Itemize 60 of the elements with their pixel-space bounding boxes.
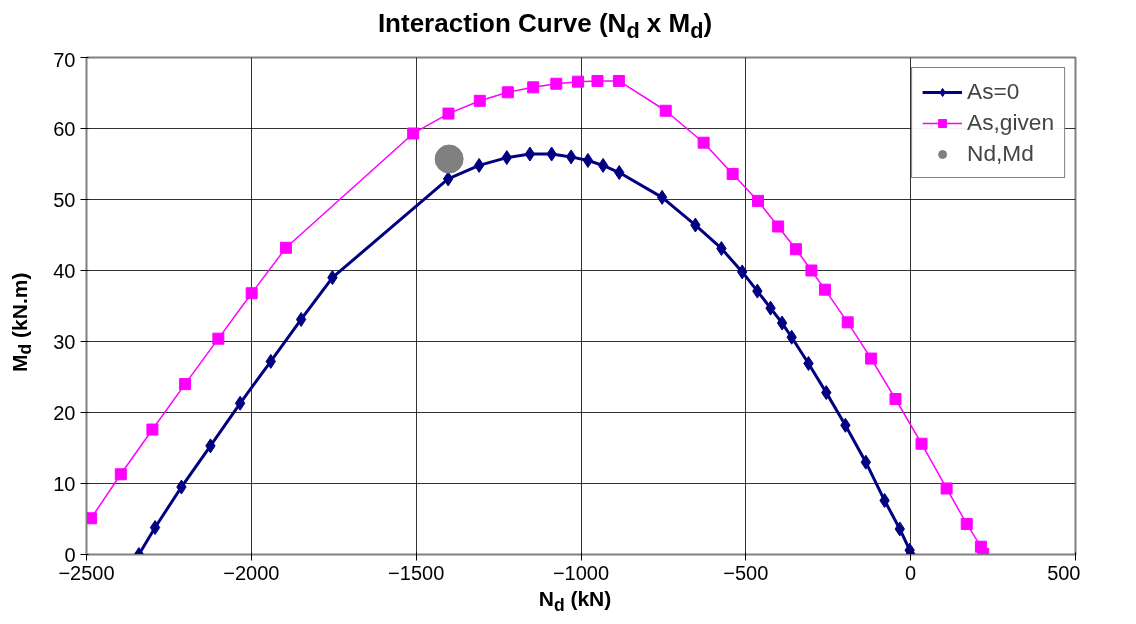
point: [818, 283, 831, 296]
y-tick-label: 40: [53, 259, 76, 282]
x-tick-label: −2000: [223, 561, 280, 584]
point: [442, 171, 454, 187]
point: [752, 195, 765, 208]
point: [565, 149, 577, 165]
point: [597, 158, 609, 174]
legend-label: As,given: [967, 109, 1054, 137]
y-tick-label: 60: [53, 117, 76, 140]
y-tick-label: 70: [53, 48, 76, 71]
x-tick-label: 0: [905, 561, 917, 584]
x-tick-label: −500: [723, 561, 769, 584]
point: [915, 437, 928, 450]
point: [582, 153, 594, 169]
y-tick-label: 10: [53, 472, 76, 495]
point: [524, 146, 536, 162]
y-tick-label: 30: [53, 330, 76, 353]
legend-label: Nd,Md: [967, 140, 1034, 168]
y-tick-label: 50: [53, 188, 76, 211]
point: [407, 127, 420, 140]
point: [776, 315, 788, 331]
point: [527, 81, 540, 94]
x-tick-label: 500: [1047, 561, 1081, 584]
point: [960, 518, 973, 531]
point: [279, 241, 292, 254]
point: [612, 75, 625, 88]
chart-title: Interaction Curve (N$_{d}$ x M$_{d}$): [377, 7, 713, 46]
point: [442, 107, 455, 120]
point: [889, 393, 902, 406]
point: [805, 264, 818, 277]
point: [245, 287, 258, 300]
x-axis-title: N$_{d}$ (kN): [538, 586, 612, 618]
point: [940, 482, 953, 495]
point: [697, 136, 710, 149]
point: [114, 468, 127, 481]
point: [726, 168, 739, 181]
point: [841, 316, 854, 329]
point: [501, 86, 514, 99]
point: [473, 94, 486, 107]
point: [434, 144, 464, 174]
point: [212, 332, 225, 345]
point: [295, 312, 307, 328]
point: [865, 352, 878, 365]
point: [591, 75, 604, 88]
x-tick-label: −1000: [552, 561, 610, 584]
point: [146, 423, 159, 436]
point: [656, 190, 668, 206]
point: [789, 243, 802, 256]
point: [86, 512, 98, 525]
point: [234, 395, 246, 411]
point: [772, 220, 785, 233]
point: [179, 378, 192, 391]
y-tick-label: 20: [53, 401, 76, 424]
point: [149, 520, 161, 536]
point: [572, 75, 585, 88]
legend-label: As=0: [967, 78, 1020, 106]
point: [550, 77, 563, 90]
point: [473, 158, 485, 174]
x-tick-label: −1500: [388, 561, 445, 584]
point: [659, 104, 672, 117]
